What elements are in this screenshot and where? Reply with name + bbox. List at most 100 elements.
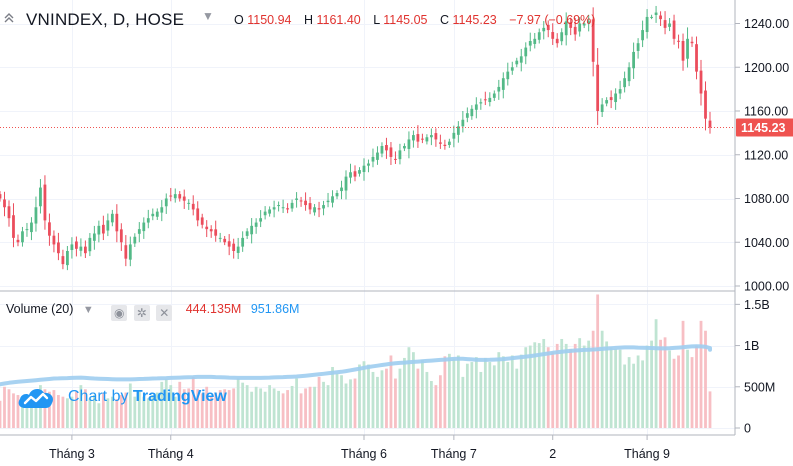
candle-body: [708, 120, 712, 128]
candle-body: [191, 203, 195, 210]
candle-body: [609, 97, 613, 101]
volume-bar: [155, 392, 159, 428]
candle-body: [101, 224, 105, 234]
volume-bar: [322, 381, 325, 428]
candle-body: [672, 20, 676, 39]
cloud-logo-icon: [18, 389, 54, 408]
volume-bar: [569, 348, 573, 428]
candle-body: [470, 108, 474, 117]
candle-body: [52, 235, 56, 245]
candle-body: [447, 141, 451, 146]
candle-body: [537, 32, 541, 40]
volume-bar: [57, 395, 60, 428]
candle-body: [241, 237, 245, 247]
volume-bar: [645, 345, 649, 428]
volume-tick-label: 1B: [744, 339, 759, 353]
chevron-down-icon[interactable]: ▼: [202, 9, 214, 23]
candle-body: [394, 158, 397, 160]
candle-body: [61, 256, 65, 265]
volume-bar: [470, 362, 474, 428]
candle-body: [0, 194, 2, 199]
low-label: L: [373, 13, 380, 27]
candle-body: [155, 211, 159, 217]
candle-body: [110, 213, 114, 223]
volume-bar: [371, 371, 375, 428]
volume-bar: [43, 389, 47, 428]
candle-body: [654, 12, 658, 15]
candle-body: [290, 202, 294, 209]
volume-bar: [295, 378, 298, 428]
candle-body: [169, 195, 173, 197]
volume-bar: [416, 368, 420, 428]
candle-body: [542, 27, 546, 32]
volume-bar: [16, 395, 20, 428]
candle-body: [340, 187, 343, 192]
price-tick-label: 1160.00: [744, 105, 788, 119]
volume-bar: [488, 362, 492, 428]
candle-body: [317, 208, 321, 210]
volume-ma-line: [0, 344, 712, 387]
eye-icon[interactable]: ◉: [111, 305, 128, 321]
price-tick-label: 1200.00: [744, 61, 789, 75]
volume-bar: [106, 398, 110, 428]
volume-title[interactable]: Volume (20): [6, 302, 74, 316]
candle-body: [528, 41, 532, 46]
chevron-down-icon[interactable]: ▼: [82, 304, 94, 316]
volume-bar: [385, 368, 388, 428]
last-price-label: 1145.23: [741, 121, 786, 135]
candle-body: [25, 229, 29, 231]
candle-body: [322, 205, 325, 209]
volume-bar: [0, 400, 2, 428]
candle-body: [695, 44, 698, 72]
candle-body: [488, 97, 492, 103]
candle-body: [335, 193, 339, 197]
candle-body: [83, 246, 87, 254]
volume-tick-label: 500M: [744, 380, 775, 394]
volume-bar: [178, 381, 182, 428]
time-axis[interactable]: Tháng 3 Tháng 4 Tháng 6 Tháng 7 2 Tháng 9: [49, 435, 670, 461]
candle-body: [214, 229, 218, 236]
candle-body: [205, 226, 209, 230]
candle-body: [677, 40, 680, 42]
volume-bar: [124, 392, 128, 428]
volume-bar: [160, 381, 164, 428]
candle-body: [456, 126, 460, 135]
price-tick-label: 1120.00: [744, 148, 788, 162]
candle-body: [48, 222, 51, 236]
collapse-icon[interactable]: [2, 12, 16, 26]
candle-body: [582, 23, 586, 26]
close-value: 1145.23: [452, 13, 497, 27]
volume-bar: [708, 391, 712, 428]
candle-body: [659, 15, 662, 20]
price-axis[interactable]: 1000.00 1040.00 1080.00 1120.00 1160.00 1200.…: [735, 17, 789, 294]
close-icon[interactable]: ✕: [156, 305, 173, 321]
candle-body: [308, 203, 312, 210]
symbol-title[interactable]: VNINDEX, D, HOSE: [26, 10, 185, 29]
volume-bar: [600, 330, 604, 428]
candle-body: [380, 146, 384, 154]
gear-icon[interactable]: ✲: [133, 305, 150, 321]
candle-body: [618, 89, 622, 94]
volume-axis[interactable]: 0 500M 1B 1.5B: [735, 298, 775, 436]
volume-bar: [681, 320, 685, 428]
volume-bar: [173, 396, 177, 428]
high-label: H: [303, 13, 313, 27]
volume-bar: [627, 357, 631, 428]
volume-bar: [245, 385, 249, 428]
candle-body: [119, 229, 123, 243]
candle-body: [403, 146, 406, 149]
volume-bar: [587, 340, 591, 428]
volume-bar: [268, 385, 272, 428]
volume-bar: [200, 393, 204, 428]
volume-bar: [196, 389, 200, 428]
candle-body: [70, 244, 74, 251]
candle-body: [200, 217, 204, 225]
volume-bar: [209, 395, 213, 428]
candle-body: [591, 19, 595, 62]
candle-body: [92, 233, 96, 241]
volume-bar: [48, 391, 51, 428]
candle-body: [74, 241, 78, 249]
volume-bar: [227, 390, 231, 428]
volume-bar: [412, 352, 415, 428]
